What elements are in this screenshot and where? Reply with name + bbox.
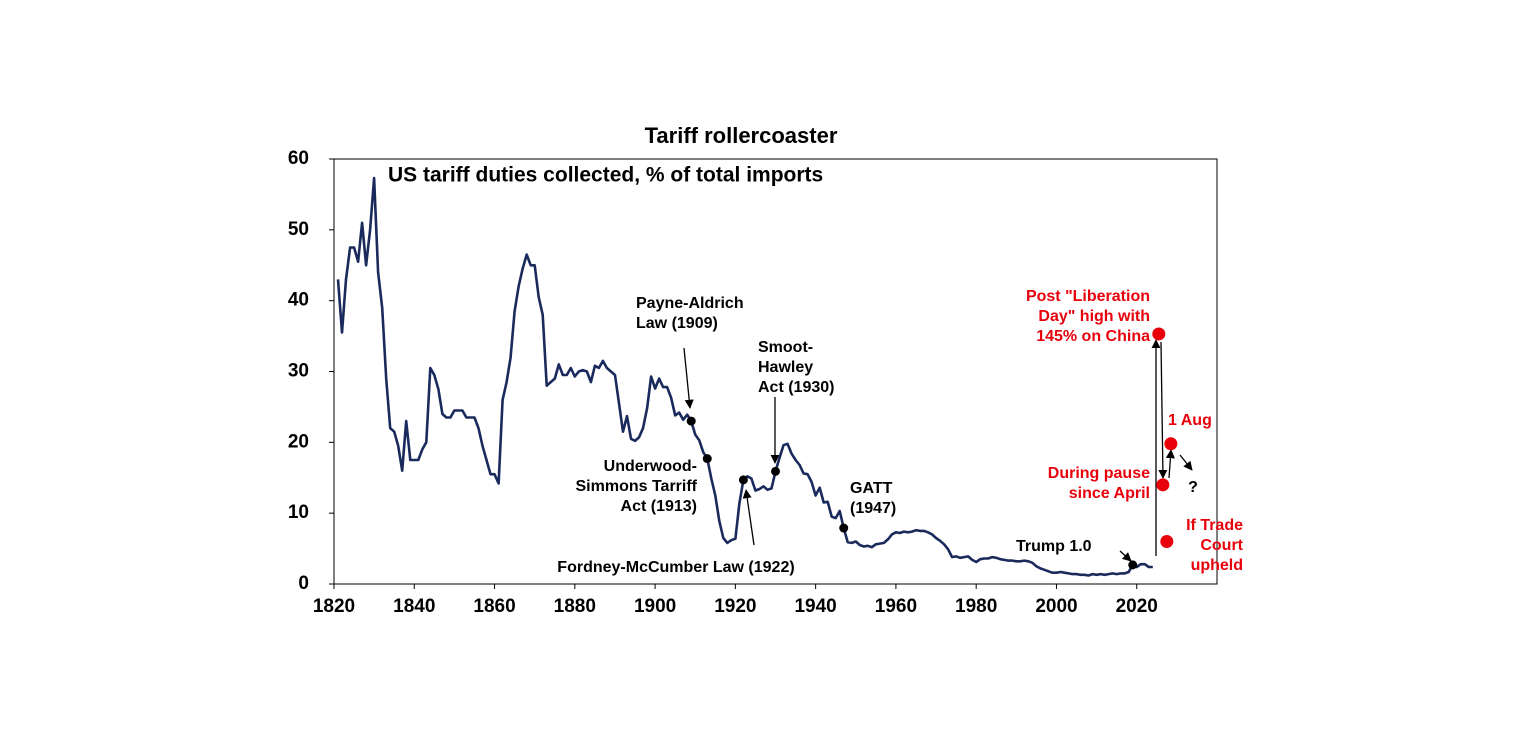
event-label: Smoot- — [758, 339, 813, 356]
event-point — [702, 454, 712, 464]
y-tick-label: 60 — [288, 148, 309, 169]
scenario-label: Day" high with — [1038, 308, 1150, 325]
x-tick-label: 1940 — [794, 596, 836, 617]
chart-title: Tariff rollercoaster — [645, 123, 838, 148]
event-label: Trump 1.0 — [1016, 538, 1092, 555]
tariff-line — [336, 176, 1153, 577]
y-tick-label: 50 — [288, 219, 309, 240]
scenario-point — [1156, 478, 1170, 492]
x-tick-label: 1860 — [473, 596, 515, 617]
scenario-label: upheld — [1191, 557, 1243, 574]
x-tick-label: 1880 — [554, 596, 596, 617]
arrows — [683, 339, 1193, 562]
event-label: Fordney-McCumber Law (1922) — [557, 559, 794, 576]
x-tick-label: 1840 — [393, 596, 435, 617]
y-tick-label: 20 — [288, 431, 309, 452]
event-point — [839, 523, 849, 533]
event-point — [1128, 560, 1138, 570]
scenario-label: Post "Liberation — [1026, 288, 1150, 305]
event-label: Law (1909) — [636, 315, 718, 332]
x-tick-label: 1820 — [313, 596, 355, 617]
x-tick-label: 2000 — [1035, 596, 1077, 617]
event-label: Act (1930) — [758, 379, 834, 396]
y-tick-label: 10 — [288, 502, 309, 523]
y-tick-label: 40 — [288, 290, 309, 311]
scenario-label: 1 Aug — [1168, 412, 1212, 429]
x-tick-label: 1960 — [875, 596, 917, 617]
event-label: Payne-Aldrich — [636, 295, 744, 312]
event-point — [738, 475, 748, 485]
outlook-label: ? — [1188, 479, 1198, 496]
scenario-label: since April — [1069, 485, 1150, 502]
event-label: Act (1913) — [621, 498, 697, 515]
y-tick-label: 30 — [288, 361, 309, 382]
scenario-label: 145% on China — [1036, 328, 1150, 345]
event-label: Hawley — [758, 359, 813, 376]
event-label: Simmons Tarriff — [576, 478, 698, 495]
scenario-point — [1160, 535, 1174, 548]
chart-subtitle: US tariff duties collected, % of total i… — [388, 164, 823, 187]
scenario-point — [1164, 437, 1178, 451]
x-tick-label: 1980 — [955, 596, 997, 617]
event-label: (1947) — [850, 500, 896, 517]
scenario-point — [1152, 327, 1166, 341]
scenario-label: Court — [1200, 537, 1243, 554]
event-label: GATT — [850, 480, 893, 497]
x-tick-label: 1920 — [714, 596, 756, 617]
x-tick-label: 1900 — [634, 596, 676, 617]
x-tick-label: 2020 — [1116, 596, 1158, 617]
scenario-label: If Trade — [1186, 517, 1243, 534]
scenario-label: During pause — [1048, 465, 1150, 482]
event-label: Underwood- — [604, 458, 697, 475]
y-tick-label: 0 — [298, 573, 309, 594]
event-point — [686, 416, 696, 426]
event-point — [771, 466, 780, 476]
